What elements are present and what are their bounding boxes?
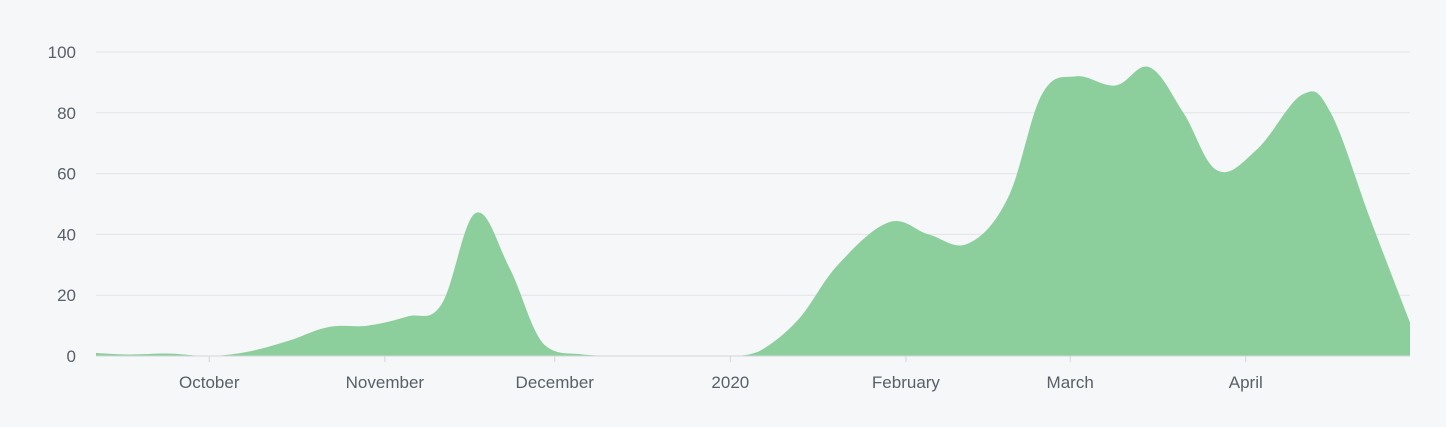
x-tick-label: November: [346, 373, 425, 392]
series-layer: [96, 66, 1410, 356]
x-tick-label: October: [179, 373, 240, 392]
series-area-0: [96, 66, 1410, 356]
y-axis-ticks: 0 20 40 60 80 100: [48, 43, 76, 366]
x-axis-ticks: October November December 2020 February March…: [179, 356, 1263, 392]
y-tick-label: 20: [57, 286, 76, 305]
y-tick-label: 0: [67, 347, 76, 366]
x-tick-label: March: [1047, 373, 1094, 392]
x-tick-label: February: [872, 373, 941, 392]
y-tick-label: 80: [57, 104, 76, 123]
x-tick-label: December: [516, 373, 595, 392]
x-tick-label: 2020: [711, 373, 749, 392]
y-tick-label: 40: [57, 225, 76, 244]
y-tick-label: 100: [48, 43, 76, 62]
y-tick-label: 60: [57, 165, 76, 184]
x-tick-label: April: [1229, 373, 1263, 392]
